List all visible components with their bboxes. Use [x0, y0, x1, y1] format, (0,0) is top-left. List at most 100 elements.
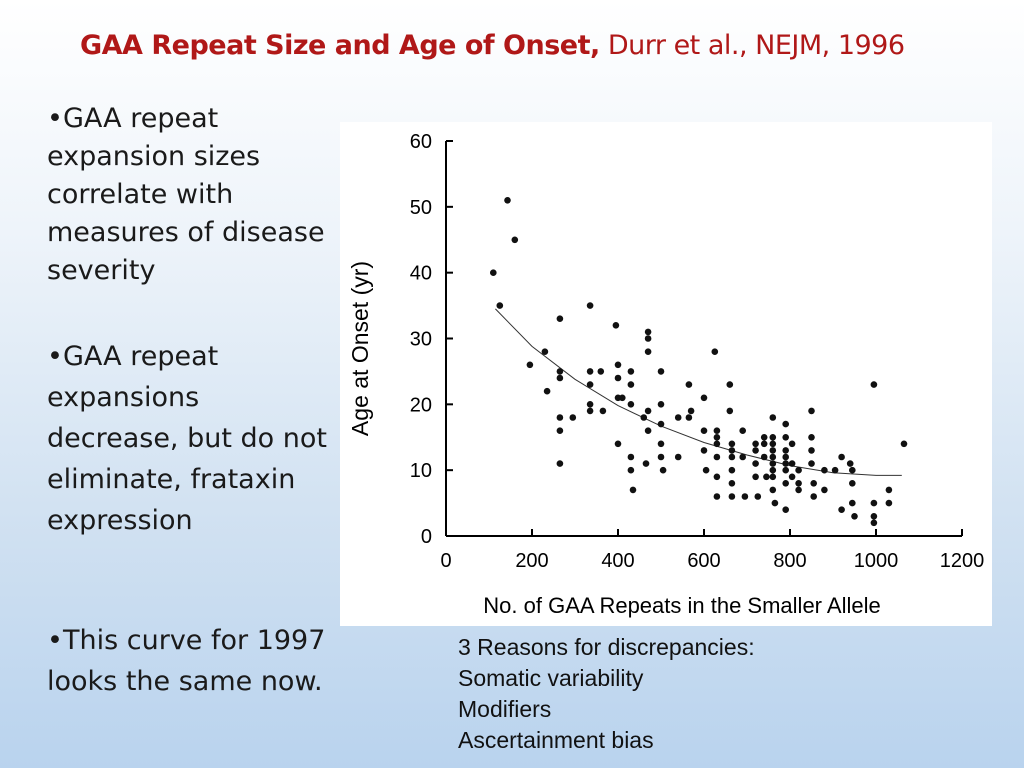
- data-point: [728, 453, 736, 461]
- x-tick-label: 1000: [854, 550, 899, 572]
- data-point: [700, 447, 708, 454]
- data-point: [831, 466, 839, 474]
- data-point: [752, 440, 759, 448]
- slide-title: GAA Repeat Size and Age of Onset, Durr e…: [80, 30, 905, 61]
- bullet-text: This curve for 1997 looks the same now.: [47, 625, 326, 697]
- data-point: [885, 499, 893, 507]
- data-point: [496, 302, 504, 309]
- data-point: [769, 473, 777, 481]
- scatter-chart-svg: 0 200 400 600 800 1000 1200 0 10 20 30 40 50 60 No. of…: [347, 131, 984, 618]
- bullet-item: • GAA repeat expansion sizes correlate w…: [47, 100, 332, 290]
- data-point: [556, 368, 564, 375]
- data-point: [782, 466, 789, 474]
- data-point: [728, 447, 736, 454]
- data-point: [644, 427, 652, 435]
- data-point: [808, 407, 815, 415]
- data-point: [838, 506, 845, 513]
- data-point: [543, 387, 551, 395]
- data-point: [900, 440, 908, 448]
- data-point: [808, 460, 815, 467]
- data-point: [711, 348, 719, 355]
- fit-curve: [495, 308, 902, 476]
- y-tick-label: 20: [410, 394, 432, 416]
- data-point: [556, 315, 564, 322]
- data-point: [846, 460, 854, 467]
- data-point: [685, 414, 693, 421]
- data-point: [569, 414, 577, 421]
- data-point: [769, 440, 777, 448]
- data-point: [644, 348, 652, 355]
- data-point: [713, 427, 721, 435]
- bullet-dot-icon: •: [47, 341, 63, 372]
- slide-title-main: GAA Repeat Size and Age of Onset,: [80, 30, 600, 61]
- data-point: [674, 414, 682, 421]
- data-point: [556, 427, 564, 435]
- data-point: [782, 420, 789, 428]
- data-point: [741, 493, 749, 500]
- data-point: [851, 513, 858, 520]
- data-point: [599, 407, 607, 415]
- data-point: [782, 453, 789, 461]
- data-point: [795, 486, 802, 494]
- data-point: [657, 440, 665, 448]
- data-point: [788, 473, 796, 481]
- data-point: [614, 374, 622, 382]
- data-point: [644, 335, 652, 342]
- data-point: [788, 460, 796, 467]
- y-tick-label: 30: [410, 329, 432, 351]
- data-point: [795, 480, 802, 487]
- data-point: [586, 368, 594, 375]
- data-point: [627, 453, 635, 461]
- data-point: [726, 381, 734, 388]
- scatter-chart: 0 200 400 600 800 1000 1200 0 10 20 30 40 50 60 No. of…: [340, 122, 992, 626]
- data-point: [810, 493, 817, 500]
- data-point: [760, 453, 768, 461]
- y-axis-label: Age at Onset (yr): [347, 261, 373, 436]
- data-point: [713, 440, 721, 448]
- data-point: [541, 348, 549, 355]
- x-axis-label: No. of GAA Repeats in the Smaller Allele: [483, 593, 880, 618]
- data-point: [627, 381, 635, 388]
- data-point: [713, 473, 721, 481]
- data-point: [728, 480, 736, 487]
- data-point: [614, 440, 622, 448]
- data-point: [752, 460, 759, 467]
- data-point: [769, 447, 777, 454]
- data-point: [849, 466, 856, 474]
- data-point: [870, 381, 878, 388]
- data-point: [511, 236, 519, 244]
- data-point: [657, 368, 665, 375]
- data-point: [642, 460, 650, 467]
- reasons-heading: 3 Reasons for discrepancies:: [458, 634, 755, 660]
- data-point: [612, 322, 620, 329]
- slide-title-citation: Durr et al., NEJM, 1996: [599, 30, 905, 61]
- data-point: [763, 473, 770, 481]
- data-point: [597, 368, 605, 375]
- data-point: [752, 473, 759, 481]
- data-point: [490, 269, 497, 276]
- data-point: [728, 466, 736, 474]
- data-point: [752, 447, 759, 454]
- x-tick-label: 800: [773, 550, 806, 572]
- y-tick-label: 40: [410, 263, 432, 285]
- data-point: [627, 466, 635, 474]
- data-point: [687, 407, 695, 415]
- data-point: [821, 486, 828, 494]
- data-point: [629, 486, 637, 494]
- data-point: [556, 460, 564, 467]
- y-tick-label: 0: [421, 526, 432, 548]
- data-point: [782, 506, 789, 513]
- y-tick-label: 60: [410, 131, 432, 153]
- data-point: [849, 499, 856, 507]
- data-point: [726, 407, 734, 415]
- data-point: [728, 440, 736, 448]
- data-point: [640, 414, 648, 421]
- data-point: [808, 434, 815, 441]
- data-point: [713, 434, 721, 441]
- bullet-text: GAA repeat expansion sizes correlate wit…: [47, 103, 325, 286]
- data-point: [556, 374, 564, 382]
- data-point: [627, 401, 635, 408]
- data-point: [760, 440, 768, 448]
- x-tick-label: 0: [440, 550, 451, 572]
- data-point: [644, 407, 652, 415]
